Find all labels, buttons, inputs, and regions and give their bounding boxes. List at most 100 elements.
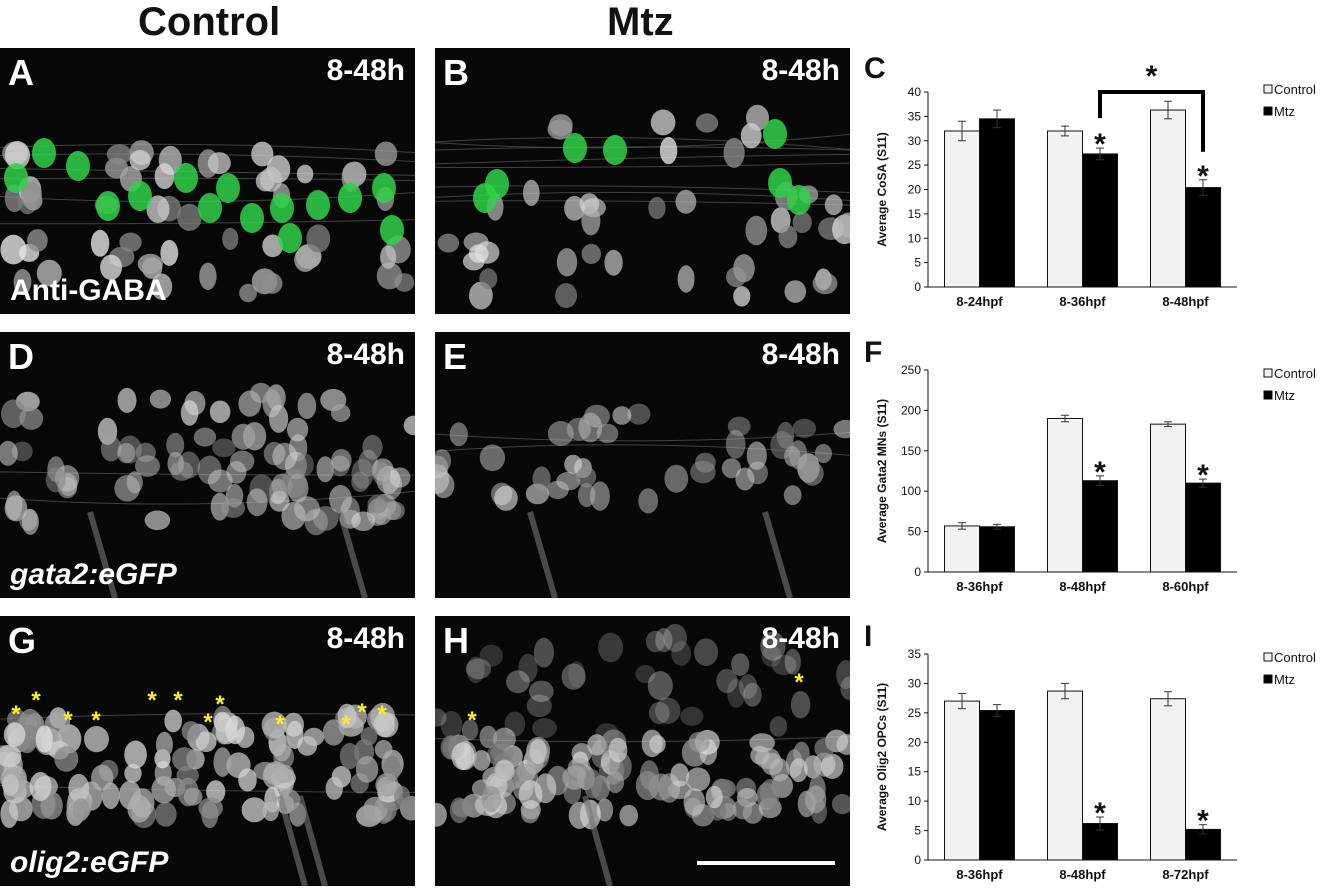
neuron-cell bbox=[177, 203, 202, 231]
yellow-asterisk: * bbox=[203, 709, 213, 736]
neuron-cell bbox=[230, 450, 255, 473]
panel-label: H bbox=[443, 620, 469, 661]
yellow-asterisk: * bbox=[31, 687, 41, 714]
neuron-cell bbox=[372, 462, 392, 486]
gfp-positive-cell bbox=[485, 169, 509, 199]
neuron-cell bbox=[556, 471, 581, 491]
neuron-cell bbox=[466, 656, 485, 684]
neuron-cell bbox=[246, 488, 268, 517]
neuron-cell bbox=[355, 756, 379, 783]
neuron-cell bbox=[790, 691, 811, 719]
panel-label: E bbox=[443, 336, 468, 377]
x-tick-label: 8-48hpf bbox=[1059, 867, 1106, 882]
neuron-cell bbox=[733, 286, 751, 307]
neuron-cell bbox=[435, 449, 452, 473]
neuron-cell bbox=[360, 727, 378, 746]
y-tick-label: 10 bbox=[908, 794, 922, 808]
x-tick-label: 8-48hpf bbox=[1059, 579, 1106, 594]
neuron-cell bbox=[670, 763, 689, 787]
transgene-label: olig2:eGFP bbox=[10, 846, 169, 879]
time-label: 8-48h bbox=[326, 338, 405, 371]
micrograph-panel-b: B 8-48h bbox=[435, 48, 850, 314]
neuron-cell bbox=[239, 283, 257, 303]
gfp-positive-cell bbox=[763, 119, 787, 149]
neuron-cell bbox=[4, 141, 30, 170]
panel-label: D bbox=[8, 336, 34, 377]
neuron-cell bbox=[374, 141, 398, 167]
neuron-cell bbox=[209, 400, 231, 424]
neuron-cell bbox=[251, 141, 274, 167]
neuron-cell bbox=[526, 694, 552, 718]
neuron-cell bbox=[721, 458, 741, 479]
neuron-cell bbox=[664, 464, 689, 493]
x-tick-label: 8-60hpf bbox=[1162, 579, 1209, 594]
gfp-positive-cell bbox=[198, 193, 222, 223]
neuron-cell bbox=[337, 703, 357, 729]
neuron-cell bbox=[376, 262, 403, 290]
y-tick-label: 35 bbox=[908, 109, 922, 123]
neuron-cell bbox=[180, 400, 199, 426]
neuron-cell bbox=[29, 772, 52, 801]
neuron-cell bbox=[532, 718, 557, 739]
neuron-cell bbox=[648, 701, 670, 725]
neuron-cell bbox=[694, 638, 719, 667]
neuron-cell bbox=[362, 434, 383, 460]
neuron-cell bbox=[638, 488, 659, 514]
gfp-positive-cell bbox=[270, 193, 294, 223]
column-heading-control: Control bbox=[138, 0, 281, 44]
neuron-cell bbox=[639, 760, 659, 790]
neuron-cell bbox=[403, 415, 415, 436]
y-tick-label: 30 bbox=[908, 134, 922, 148]
neuron-cell bbox=[262, 801, 279, 822]
neuron-cell bbox=[117, 387, 137, 413]
neuron-cell bbox=[296, 164, 314, 184]
gfp-positive-cell bbox=[240, 203, 264, 233]
neuron-cell bbox=[604, 249, 623, 276]
nerve-root bbox=[582, 795, 613, 886]
axon-fiber bbox=[435, 133, 850, 149]
neuron-cell bbox=[479, 644, 503, 667]
nerve-root bbox=[87, 511, 118, 598]
yellow-asterisk: * bbox=[377, 701, 387, 728]
neuron-cell bbox=[272, 734, 292, 762]
neuron-cell bbox=[435, 472, 455, 499]
neuron-cell bbox=[824, 194, 843, 216]
y-tick-label: 10 bbox=[908, 231, 922, 245]
neuron-cell bbox=[238, 390, 262, 417]
time-label: 8-48h bbox=[761, 338, 840, 371]
neuron-cell bbox=[21, 508, 39, 535]
neuron-cell bbox=[389, 467, 411, 488]
neuron-cell bbox=[837, 212, 850, 238]
axon-fiber bbox=[435, 146, 850, 151]
time-label: 8-48h bbox=[761, 54, 840, 87]
neuron-cell bbox=[472, 750, 491, 771]
neuron-cell bbox=[738, 674, 758, 699]
nerve-root bbox=[337, 511, 368, 598]
legend-label: Control bbox=[1274, 650, 1316, 665]
neuron-cell bbox=[726, 266, 747, 288]
y-tick-label: 5 bbox=[914, 824, 921, 838]
yellow-asterisk: * bbox=[467, 707, 477, 734]
y-tick-label: 25 bbox=[908, 706, 922, 720]
neuron-cell bbox=[680, 706, 704, 726]
neuron-cell bbox=[583, 769, 603, 799]
cell-image bbox=[435, 104, 850, 310]
neuron-cell bbox=[606, 771, 625, 794]
neuron-cell bbox=[688, 731, 710, 753]
significance-asterisk: * bbox=[1094, 456, 1106, 489]
yellow-asterisk: * bbox=[11, 701, 21, 728]
neuron-cell bbox=[479, 268, 498, 290]
neuron-cell bbox=[746, 441, 767, 470]
gfp-positive-cell bbox=[32, 138, 56, 168]
cell-image: ** bbox=[435, 623, 850, 886]
neuron-cell bbox=[287, 417, 309, 442]
neuron-cell bbox=[351, 458, 374, 489]
significance-asterisk: * bbox=[1197, 160, 1209, 193]
neuron-cell bbox=[84, 726, 109, 753]
gfp-positive-cell bbox=[768, 168, 792, 198]
neuron-cell bbox=[129, 150, 151, 171]
micrograph-panel-e: E 8-48h bbox=[435, 332, 850, 598]
neuron-cell bbox=[578, 412, 603, 443]
axon-fiber bbox=[0, 490, 415, 505]
axon-fiber bbox=[435, 153, 850, 165]
